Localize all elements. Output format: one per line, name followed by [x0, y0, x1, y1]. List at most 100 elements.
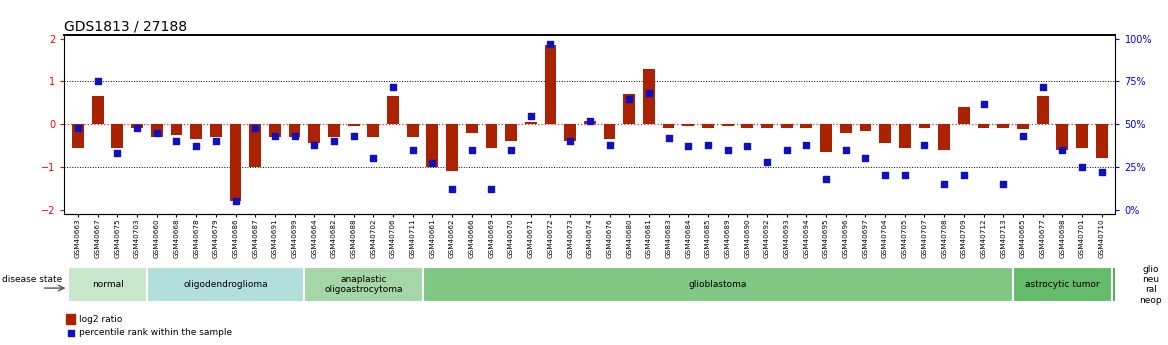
Bar [978, 124, 989, 128]
Bar [918, 124, 931, 128]
Point [778, 147, 797, 152]
Bar [72, 124, 84, 148]
Point [974, 101, 993, 107]
Point [285, 134, 304, 139]
Point [679, 144, 697, 149]
Point [561, 139, 579, 144]
Text: oligodendroglioma: oligodendroglioma [183, 280, 267, 289]
Bar [1112, 267, 1168, 302]
Point [69, 125, 88, 130]
Point [758, 159, 777, 165]
Bar [151, 124, 162, 137]
Bar [544, 45, 556, 124]
Bar [308, 124, 320, 144]
Text: disease state: disease state [1, 275, 62, 284]
Point [127, 125, 146, 130]
Point [1034, 84, 1052, 89]
Bar [68, 267, 147, 302]
Bar [682, 124, 694, 126]
Bar [624, 94, 635, 124]
Point [109, 150, 127, 156]
Bar [446, 124, 458, 171]
Bar [269, 124, 280, 137]
Bar [506, 124, 517, 141]
Bar [1096, 124, 1107, 158]
Point [916, 142, 934, 147]
Bar [406, 124, 418, 137]
Text: percentile rank within the sample: percentile rank within the sample [78, 328, 231, 337]
Text: anaplastic
oligoastrocytoma: anaplastic oligoastrocytoma [325, 275, 403, 294]
Point [541, 41, 559, 47]
Point [245, 125, 264, 130]
Bar [564, 124, 576, 141]
Point [443, 186, 461, 192]
Bar [249, 124, 262, 167]
Point [463, 147, 481, 152]
Point [521, 113, 540, 118]
Point [482, 186, 501, 192]
Bar [938, 124, 950, 150]
Bar [147, 267, 305, 302]
Bar [328, 124, 340, 137]
Point [187, 144, 206, 149]
Bar [486, 124, 498, 148]
Point [640, 91, 659, 96]
Bar [426, 124, 438, 167]
Point [345, 134, 363, 139]
Point [816, 176, 835, 181]
Point [403, 147, 422, 152]
Bar [524, 122, 536, 124]
Bar [644, 69, 655, 124]
Point [698, 142, 717, 147]
Point [856, 156, 875, 161]
Bar [722, 124, 734, 126]
Bar [1076, 124, 1087, 148]
Text: GDS1813 / 27188: GDS1813 / 27188 [64, 19, 187, 33]
Bar [997, 124, 1009, 128]
Point [364, 156, 383, 161]
Point [954, 173, 973, 178]
Bar [230, 124, 242, 201]
Point [620, 96, 639, 101]
Point [994, 181, 1013, 187]
Bar [662, 124, 674, 128]
Bar [1017, 124, 1029, 129]
Bar [348, 124, 360, 126]
Point [423, 161, 442, 166]
Bar [423, 267, 1013, 302]
Bar [860, 124, 871, 131]
Point [896, 173, 915, 178]
Point [383, 84, 402, 89]
Bar [1056, 124, 1069, 150]
Bar [880, 124, 891, 144]
Bar [210, 124, 222, 137]
Bar [604, 124, 616, 139]
Point [876, 173, 895, 178]
Bar [958, 107, 969, 124]
Bar [762, 124, 773, 128]
Point [502, 147, 521, 152]
Bar [466, 124, 478, 133]
Bar [1013, 267, 1112, 302]
Bar [840, 124, 851, 133]
Bar [800, 124, 812, 128]
Text: normal: normal [91, 280, 124, 289]
Point [718, 147, 737, 152]
Bar [899, 124, 911, 148]
Point [167, 139, 186, 144]
Text: glio
neu
ral
neop: glio neu ral neop [1140, 265, 1162, 305]
Bar [131, 124, 142, 128]
Point [738, 144, 757, 149]
Point [89, 79, 107, 84]
Bar [190, 124, 202, 139]
Text: log2 ratio: log2 ratio [78, 315, 121, 324]
Point [319, 244, 338, 250]
Bar [702, 124, 714, 128]
Bar [368, 124, 380, 137]
Point [325, 139, 343, 144]
Bar [742, 124, 753, 128]
Bar [67, 314, 75, 324]
Bar [171, 124, 182, 135]
Point [934, 181, 953, 187]
Bar [1037, 97, 1049, 124]
